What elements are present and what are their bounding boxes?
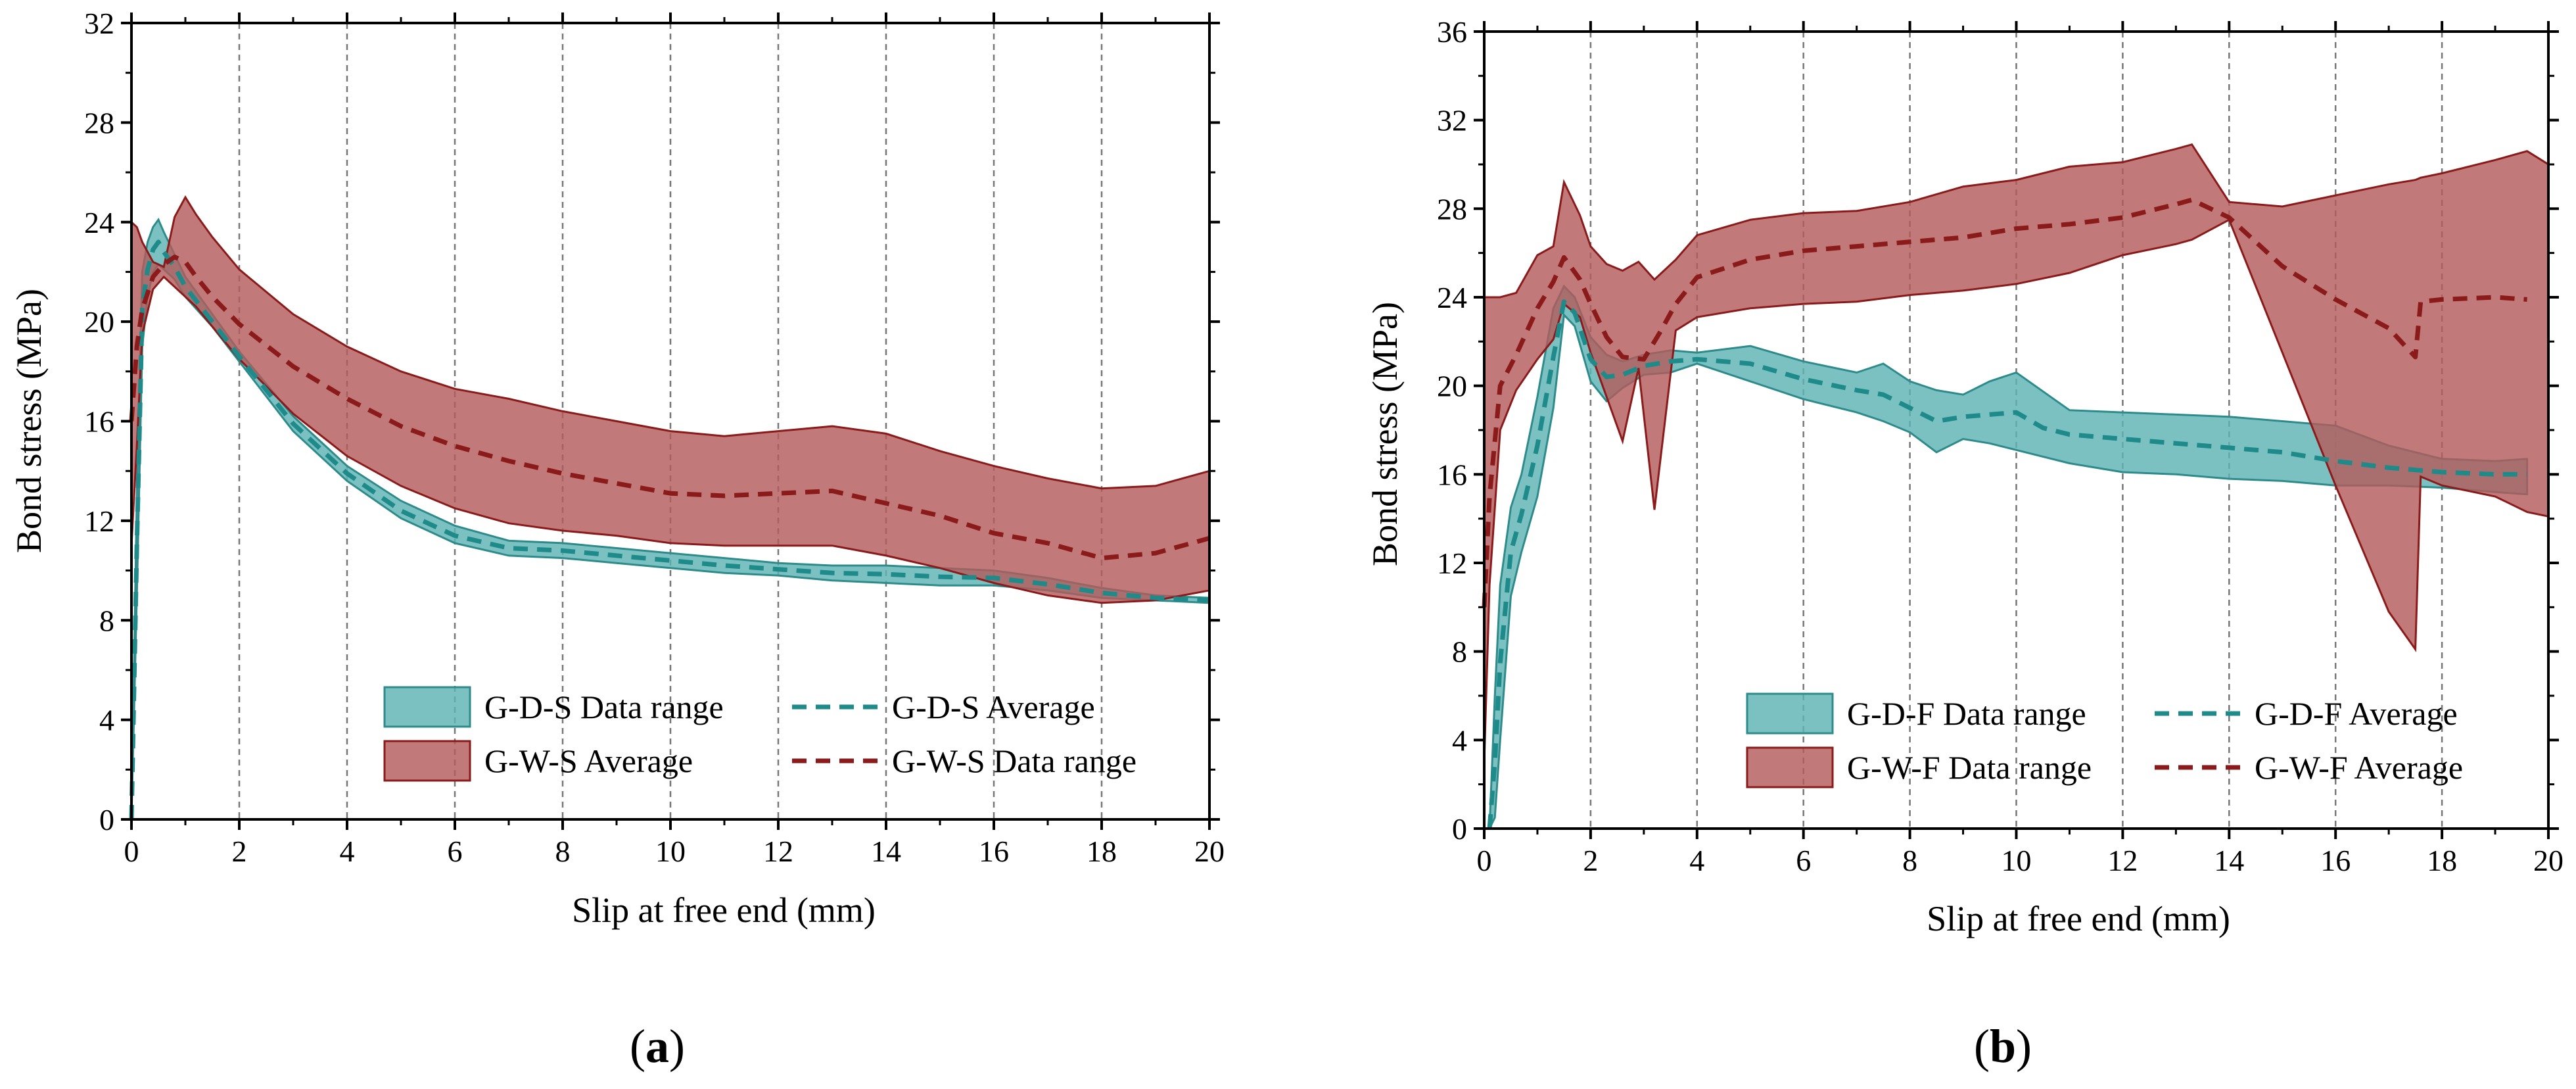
panel-b-legend: G-D-F Data range G-D-F Average G-W-F Data … <box>1746 692 2463 788</box>
panel-a-x-tick-label: 2 <box>232 835 247 868</box>
panel-b-y-tick-label: 12 <box>1437 546 1467 580</box>
panel-a-y-tick-label: 32 <box>84 7 114 40</box>
panel-b-line-3 <box>1482 197 2527 608</box>
panel-a-average-lines <box>129 239 1210 820</box>
panel-a-legend: G-D-S Data range G-D-S Average G-W-S Avera… <box>383 686 1136 782</box>
panel-a-legend-label-1: G-D-S Average <box>892 689 1095 725</box>
panel-a-y-tick-label: 28 <box>84 106 114 139</box>
panel-a-legend-swatch-0 <box>383 686 471 728</box>
panel-b-label: (b) <box>1974 1020 2032 1073</box>
panel-a-legend-swatch-2 <box>383 740 471 782</box>
panel-a-x-tick-label: 0 <box>124 835 139 868</box>
panel-a-y-tick-label: 0 <box>99 803 114 836</box>
panel-a-x-tick-label: 20 <box>1194 835 1225 868</box>
panel-b-y-tick-label: 28 <box>1437 192 1467 226</box>
panel-a-x-tick-label: 16 <box>979 835 1009 868</box>
panel-a-y-tick-label: 12 <box>84 504 114 538</box>
panel-a-line-1 <box>129 239 1210 820</box>
panel-a-y-tick-label: 4 <box>99 704 114 737</box>
panel-a-y-tick-label: 8 <box>99 604 114 637</box>
panel-b-average-lines <box>1482 197 2527 829</box>
panel-b-x-tick-label: 12 <box>2107 844 2138 877</box>
panel-a-x-tick-label: 14 <box>871 835 901 868</box>
panel-b-y-tick-label: 36 <box>1437 15 1467 49</box>
panel-b-legend-label-2: G-W-F Data range <box>1847 749 2092 786</box>
panel-b-x-tick-label: 8 <box>1902 844 1917 877</box>
panel-a-legend-label-3: G-W-S Data range <box>892 742 1136 779</box>
panel-b-legend-label-0: G-D-F Data range <box>1847 695 2086 732</box>
panel-a-x-tick-label: 8 <box>555 835 571 868</box>
panel-b-x-axis-label: Slip at free end (mm) <box>1927 899 2230 938</box>
panel-a-y-tick-label: 20 <box>84 305 114 339</box>
panel-a-label: (a) <box>630 1020 685 1073</box>
panel-a-x-axis-label: Slip at free end (mm) <box>572 890 876 930</box>
panel-b-y-tick-label: 16 <box>1437 458 1467 491</box>
panel-b-legend-swatch-2 <box>1746 746 1834 788</box>
panel-b-y-tick-label: 24 <box>1437 281 1467 314</box>
panel-b-x-tick-label: 14 <box>2214 844 2244 877</box>
panel-b-x-tick-label: 6 <box>1796 844 1811 877</box>
panel-a-x-tick-label: 6 <box>448 835 463 868</box>
panel-a-x-tick-label: 4 <box>340 835 355 868</box>
panel-a-x-tick-label: 18 <box>1087 835 1117 868</box>
panel-b-x-tick-label: 18 <box>2427 844 2457 877</box>
panel-a-y-tick-label: 16 <box>84 405 114 439</box>
panel-b-x-tick-label: 2 <box>1583 844 1598 877</box>
panel-a-letter: a <box>645 1020 669 1073</box>
panel-b-y-tick-label: 20 <box>1437 370 1467 403</box>
panel-b-y-tick-label: 8 <box>1452 635 1467 669</box>
panel-b-x-tick-label: 0 <box>1477 844 1492 877</box>
panel-a-line-3 <box>129 254 1210 561</box>
panel-b-x-tick-label: 20 <box>2533 844 2564 877</box>
panel-b-legend-label-1: G-D-F Average <box>2255 695 2458 732</box>
panel-b-y-tick-label: 32 <box>1437 104 1467 137</box>
panel-b-x-tick-label: 4 <box>1689 844 1704 877</box>
panel-b-y-axis-label: Bond stress (MPa) <box>1365 302 1405 566</box>
panel-b-x-tick-label: 16 <box>2320 844 2351 877</box>
panel-b-x-tick-label: 10 <box>2002 844 2032 877</box>
panel-b-letter: b <box>1990 1020 2016 1073</box>
panel-a-y-axis-label: Bond stress (MPa) <box>9 289 49 553</box>
panel-b-legend-label-3: G-W-F Average <box>2255 749 2463 786</box>
panel-b-y-tick-label: 0 <box>1452 812 1467 846</box>
panel-b-legend-swatch-0 <box>1746 692 1834 735</box>
panel-a-x-tick-label: 10 <box>655 835 686 868</box>
panel-b-line-1 <box>1487 299 2527 829</box>
panel-b-y-tick-label: 4 <box>1452 723 1467 757</box>
panel-a-legend-label-0: G-D-S Data range <box>484 689 724 725</box>
panel-a-x-tick-label: 12 <box>763 835 793 868</box>
panel-a-legend-label-2: G-W-S Average <box>484 742 693 779</box>
panel-a-y-tick-label: 24 <box>84 206 114 239</box>
